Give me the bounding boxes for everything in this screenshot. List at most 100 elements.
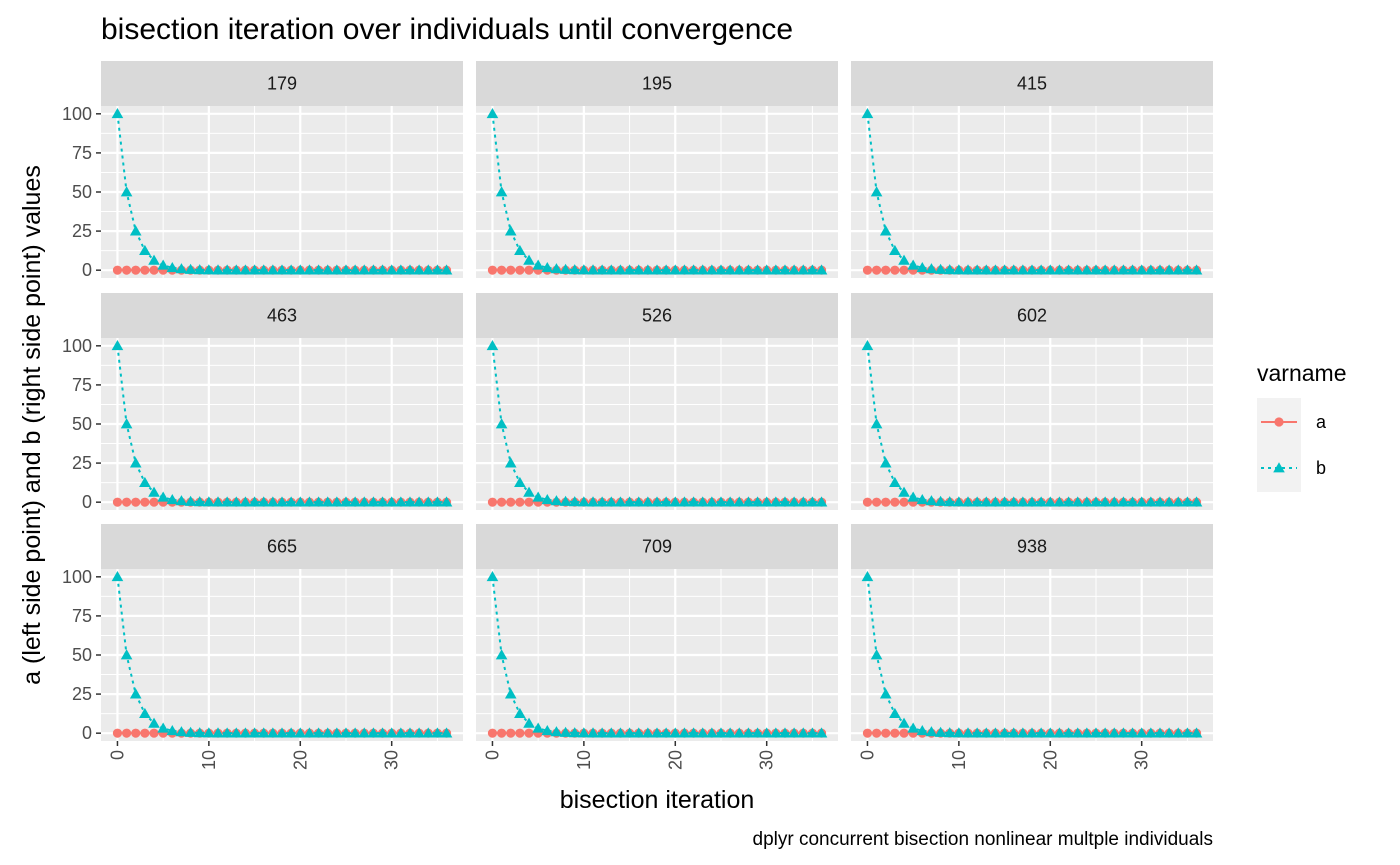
series-b-point — [733, 727, 746, 738]
series-b-point — [413, 727, 425, 738]
facet-strip-label: 938 — [1017, 537, 1047, 557]
series-b-point — [559, 263, 572, 274]
y-tick-label: 100 — [62, 336, 92, 356]
series-b-point — [230, 496, 243, 507]
series-b-point — [815, 727, 828, 738]
series-a-point — [112, 728, 123, 738]
facet-strip — [851, 293, 1213, 338]
x-tick-label: 10 — [574, 750, 594, 770]
facet-strip-label: 415 — [1017, 74, 1047, 94]
series-b-point — [779, 264, 791, 275]
series-b-point — [139, 707, 151, 718]
series-b-point — [898, 254, 910, 265]
series-b-point — [221, 264, 233, 275]
x-tick-label: 20 — [665, 750, 685, 770]
series-b-point — [504, 457, 517, 468]
series-b-point — [1035, 264, 1047, 275]
series-b-point — [980, 264, 993, 275]
series-b-point — [1044, 264, 1057, 275]
series-b-point — [358, 496, 371, 507]
series-b-point — [898, 486, 910, 497]
legend-keys — [1261, 417, 1297, 473]
series-b-point — [193, 264, 206, 275]
series-b-point — [998, 264, 1011, 275]
series-b-point — [669, 264, 682, 275]
series-a-point — [524, 728, 534, 738]
series-a-point — [112, 497, 123, 507]
series-b-point — [514, 476, 526, 487]
series-b-point — [184, 263, 197, 274]
legend-key-b-marker — [1273, 462, 1285, 473]
series-b-point — [916, 493, 929, 505]
series-b-point — [715, 727, 727, 738]
x-tick-label: 20 — [1040, 750, 1060, 770]
series-b-point — [687, 727, 700, 738]
series-b-point — [1163, 264, 1175, 275]
series-b-point — [1190, 264, 1203, 275]
series-b-point — [331, 727, 343, 738]
facet-panel-179: 179 0 25 50 75 100 — [62, 61, 463, 280]
series-b-point — [943, 264, 956, 275]
x-tick-label: 10 — [949, 750, 969, 770]
series-b-point — [550, 263, 563, 274]
series-b-point — [550, 495, 563, 506]
series-b-point — [166, 261, 179, 273]
series-b-point — [614, 727, 627, 738]
series-b-point — [1026, 727, 1038, 738]
series-b-point — [331, 264, 343, 275]
series-b-point — [651, 496, 663, 507]
series-b-point — [687, 264, 700, 275]
series-b-point — [953, 727, 965, 738]
series-b-point — [267, 727, 279, 738]
series-b-point — [230, 727, 243, 738]
series-b-point — [1035, 496, 1047, 507]
legend-key-background — [1257, 398, 1301, 492]
series-b-point — [139, 244, 151, 255]
series-b-point — [129, 457, 142, 468]
series-b-point — [1126, 496, 1139, 507]
series-b-point — [1172, 496, 1185, 507]
series-a-point — [881, 728, 891, 738]
facet-panel-709: 709 0 10 20 30 — [476, 524, 838, 770]
series-b-point — [321, 496, 334, 507]
series-b-point — [1163, 496, 1175, 507]
y-tick-label: 50 — [72, 645, 92, 665]
series-b-point — [1071, 727, 1084, 738]
series-b-point — [605, 264, 618, 275]
series-b-point — [861, 108, 874, 119]
facet-panel-195: 195 — [476, 61, 838, 278]
series-b-point — [943, 727, 956, 738]
series-a-point — [890, 728, 900, 738]
facet-strip — [476, 293, 838, 338]
series-b-point — [706, 496, 718, 507]
series-b-point — [239, 264, 252, 275]
series-b-point — [1181, 264, 1194, 275]
series-b-point — [797, 496, 810, 507]
series-b-point — [916, 261, 929, 273]
series-b-point — [385, 496, 398, 507]
series-b-point — [376, 264, 389, 275]
series-b-point — [925, 726, 938, 737]
series-b-point — [971, 264, 983, 275]
facet-strip-label: 526 — [642, 306, 672, 326]
series-b-point — [321, 264, 334, 275]
series-a-point — [140, 497, 150, 507]
series-b-point — [751, 264, 764, 275]
x-tick-label: 30 — [1132, 750, 1152, 770]
series-b-point — [321, 727, 334, 738]
series-b-point — [925, 263, 938, 274]
series-b-point — [532, 722, 544, 733]
series-a-point — [121, 497, 132, 507]
series-b-point — [1108, 727, 1121, 738]
series-b-point — [395, 264, 407, 275]
series-a-point — [131, 497, 141, 507]
x-tick-label: 30 — [382, 750, 402, 770]
series-b-point — [715, 496, 727, 507]
series-b-point — [514, 707, 526, 718]
facet-strip — [101, 524, 463, 569]
series-b-point — [706, 727, 718, 738]
series-b-point — [907, 722, 919, 733]
series-b-point — [696, 727, 709, 738]
series-b-point — [651, 264, 663, 275]
series-a-point — [862, 728, 873, 738]
